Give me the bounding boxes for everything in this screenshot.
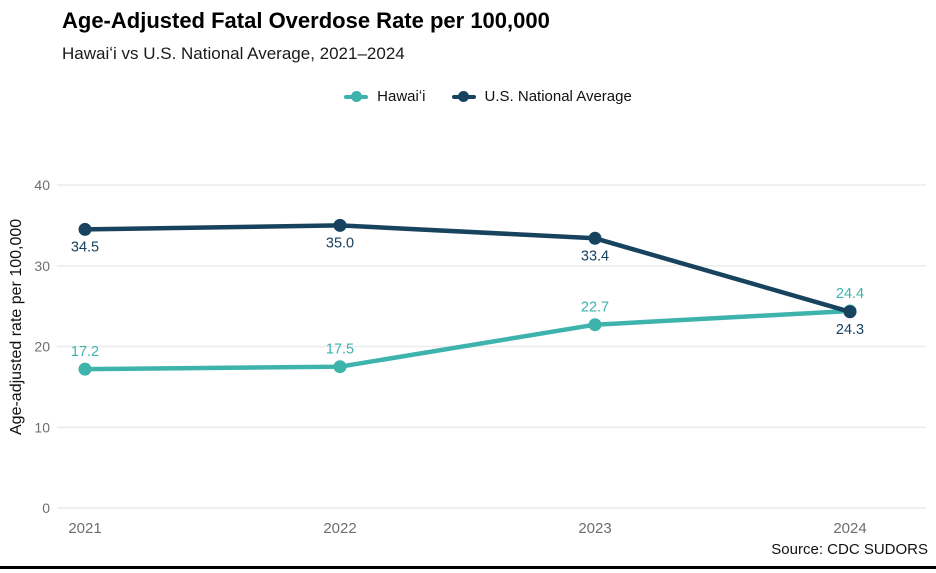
svg-text:2023: 2023 — [578, 520, 611, 537]
svg-text:10: 10 — [34, 419, 50, 435]
legend-item-hawaii: Hawaiʻi — [344, 88, 426, 105]
svg-text:24.3: 24.3 — [836, 322, 864, 338]
legend-item-us-national-average: U.S. National Average — [451, 88, 632, 105]
svg-text:0: 0 — [42, 500, 50, 516]
svg-text:17.5: 17.5 — [326, 342, 354, 358]
svg-text:17.2: 17.2 — [71, 344, 99, 360]
legend: Hawaiʻi U.S. National Average — [20, 88, 936, 105]
svg-text:33.4: 33.4 — [581, 248, 609, 264]
svg-text:2021: 2021 — [68, 520, 101, 537]
svg-text:35.0: 35.0 — [326, 235, 354, 251]
svg-text:20: 20 — [34, 339, 50, 355]
bottom-border-rule — [0, 566, 936, 569]
legend-label-hawaii: Hawaiʻi — [377, 88, 426, 105]
hawaii-series-marker-icon — [344, 91, 369, 103]
svg-text:2022: 2022 — [323, 520, 356, 537]
chart-title: Age-Adjusted Fatal Overdose Rate per 100… — [62, 8, 550, 33]
us-average-series-marker-icon — [451, 91, 476, 103]
svg-text:34.5: 34.5 — [71, 239, 99, 255]
source-note: Source: CDC SUDORS — [771, 541, 928, 558]
svg-text:24.4: 24.4 — [836, 286, 864, 302]
legend-label-us-national-average: U.S. National Average — [484, 88, 632, 105]
svg-text:30: 30 — [34, 258, 50, 274]
svg-text:22.7: 22.7 — [581, 300, 609, 316]
chart-subtitle: Hawaiʻi vs U.S. National Average, 2021–2… — [62, 44, 405, 63]
svg-text:40: 40 — [34, 177, 50, 193]
svg-text:2024: 2024 — [833, 520, 866, 537]
